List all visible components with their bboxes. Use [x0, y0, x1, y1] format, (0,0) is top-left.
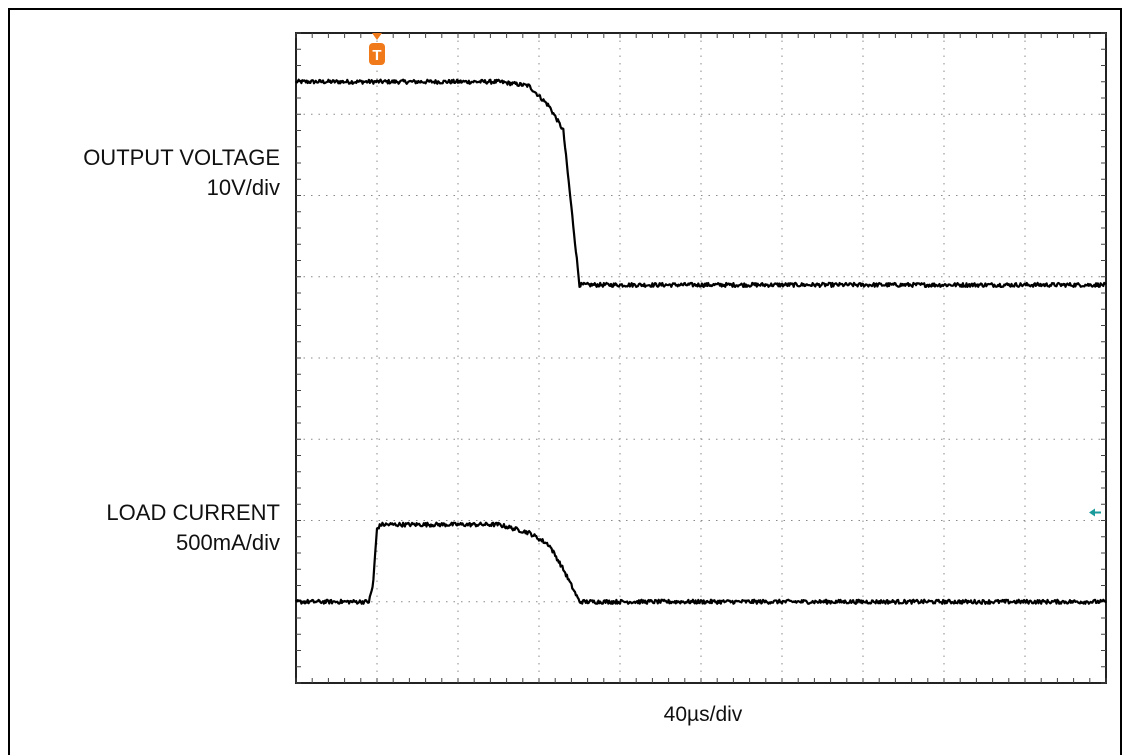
- x-axis-label: 40µs/div: [663, 703, 743, 726]
- load-current-trace: [295, 521, 1107, 605]
- trigger-label: T: [372, 47, 381, 64]
- ground-marker: [1089, 508, 1101, 517]
- output-voltage-name: OUTPUT VOLTAGE: [83, 145, 280, 170]
- output-voltage-trace: [295, 78, 1107, 288]
- load-current-scale: 500mA/div: [176, 530, 280, 555]
- trigger-arrow-icon: [372, 33, 382, 40]
- output-voltage-label: OUTPUT VOLTAGE 10V/div: [83, 143, 280, 203]
- trigger-badge: [369, 43, 385, 65]
- ground-marker-icon: [1089, 508, 1095, 517]
- load-current-name: LOAD CURRENT: [106, 500, 280, 525]
- figure-frame: [8, 8, 1122, 755]
- load-current-label: LOAD CURRENT 500mA/div: [106, 498, 280, 558]
- trigger-marker: T: [369, 33, 385, 65]
- grid: [295, 32, 1107, 684]
- output-voltage-scale: 10V/div: [206, 175, 280, 200]
- traces: [295, 78, 1107, 605]
